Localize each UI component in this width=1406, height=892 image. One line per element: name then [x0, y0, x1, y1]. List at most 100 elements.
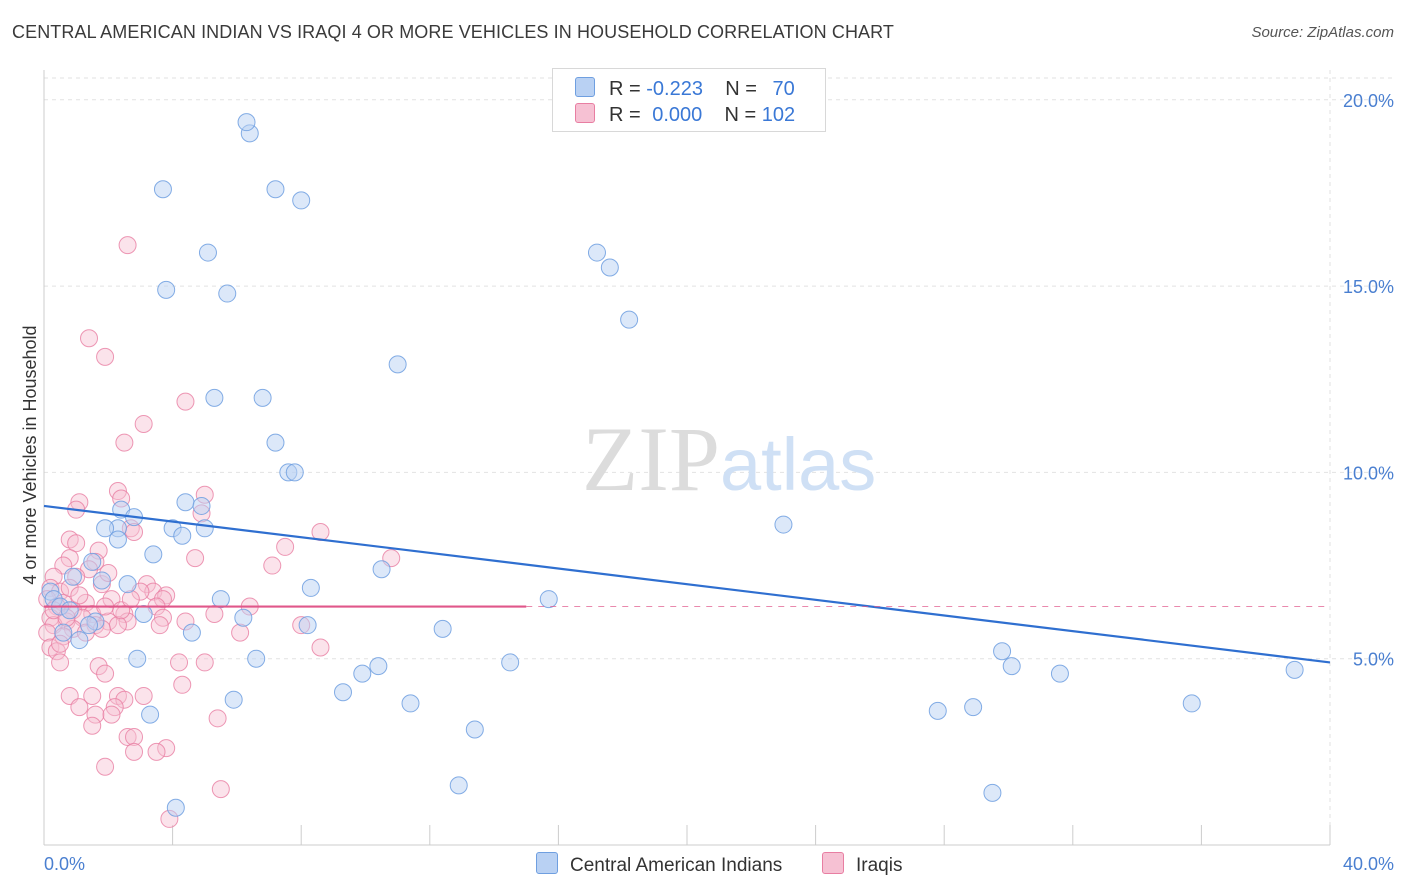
iraqis-point	[118, 236, 137, 255]
iraqis-points	[38, 236, 401, 828]
iraqis-point	[86, 705, 105, 724]
central-american-indians-point	[80, 616, 99, 635]
central-american-indians-point	[266, 180, 285, 199]
y-tick-label: 20.0%	[1343, 91, 1394, 111]
central-american-indians-point	[211, 590, 230, 609]
iraqis-point	[186, 549, 205, 568]
y-tick-label: 15.0%	[1343, 277, 1394, 297]
central-american-indians-point	[983, 783, 1002, 802]
central-american-indians-point	[539, 590, 558, 609]
iraqis-point	[157, 739, 176, 758]
central-american-indians-point	[964, 698, 983, 717]
central-american-indians-point	[333, 683, 352, 702]
iraqis-point	[51, 653, 70, 672]
legend-r-label: R =	[609, 104, 641, 126]
legend-n-label: N =	[725, 78, 757, 100]
central-american-indians-point	[1285, 660, 1304, 679]
iraqis-point	[170, 653, 189, 672]
central-american-indians-point	[301, 578, 320, 597]
iraqis-point	[263, 556, 282, 575]
legend-r-value: 0.000	[652, 104, 703, 126]
central-american-indians-point	[234, 608, 253, 627]
central-american-indians-point	[993, 642, 1012, 661]
bottom-legend-label: Iraqis	[856, 855, 903, 876]
grid-lines	[44, 70, 1392, 845]
bottom-legend-iraqis: Iraqis	[822, 852, 902, 877]
iraqis-point	[70, 698, 89, 717]
iraqis-point	[231, 623, 250, 642]
iraqis-point	[134, 686, 153, 705]
iraqis-point	[276, 537, 295, 556]
iraqis-point	[211, 780, 230, 799]
central-american-indians-point	[173, 526, 192, 545]
central-american-indians-point	[449, 776, 468, 795]
x-tick-label: 40.0%	[1343, 854, 1394, 874]
legend-n-value: 102	[761, 104, 796, 126]
legend-swatch-pink	[575, 103, 595, 123]
iraqis-point	[96, 347, 115, 366]
central-american-indians-point	[401, 694, 420, 713]
central-american-indians-point	[1002, 657, 1021, 676]
central-american-indians-point	[108, 530, 127, 549]
central-american-indians-point	[54, 623, 73, 642]
trend-lines	[43, 504, 1331, 664]
iraqis-point	[108, 616, 127, 635]
central-american-indians-point	[587, 243, 606, 262]
legend-r-value: -0.223	[646, 78, 703, 100]
y-axis-label: 4 or more Vehicles in Household	[20, 325, 40, 584]
iraqis-point	[147, 742, 166, 761]
central-american-indians-point	[465, 720, 484, 739]
central-american-indians-point	[928, 701, 947, 720]
iraqis-point	[208, 709, 227, 728]
watermark-atlas: atlas	[720, 423, 876, 506]
legend-swatch-blue	[575, 77, 595, 97]
bottom-legend-central-american-indians: Central American Indians	[536, 852, 782, 877]
central-american-indians-point	[388, 355, 407, 374]
central-american-indians-point	[501, 653, 520, 672]
iraqis-point	[118, 727, 137, 746]
bottom-legend-swatch-pink	[822, 852, 844, 874]
central-american-indians-point	[118, 575, 137, 594]
legend-r-label: R =	[609, 78, 641, 100]
central-american-indians-point	[266, 433, 285, 452]
legend-n-value: 70	[772, 78, 795, 100]
central-american-indians-point	[198, 243, 217, 262]
central-american-indians-point	[237, 113, 256, 132]
legend-row-iraqis: R = 0.000 N = 102	[575, 103, 795, 127]
central-american-indians-point	[166, 798, 185, 817]
tick-labels: 5.0% 10.0% 15.0% 20.0% 0.0% 40.0%	[44, 91, 1394, 874]
central-american-indians-trend-line	[43, 504, 1331, 664]
central-american-indians-points	[41, 113, 1304, 817]
central-american-indians-point	[60, 601, 79, 620]
central-american-indians-point	[157, 280, 176, 299]
central-american-indians-point	[128, 649, 147, 668]
central-american-indians-point	[192, 496, 211, 515]
bottom-legend-swatch-blue	[536, 852, 558, 874]
iraqis-point	[176, 392, 195, 411]
y-tick-label: 10.0%	[1343, 463, 1394, 483]
iraqis-point	[150, 616, 169, 635]
central-american-indians-point	[247, 649, 266, 668]
iraqis-point	[67, 534, 86, 553]
central-american-indians-point	[285, 463, 304, 482]
central-american-indians-point	[620, 310, 639, 329]
iraqis-point	[121, 590, 140, 609]
chart-title: CENTRAL AMERICAN INDIAN VS IRAQI 4 OR MO…	[12, 22, 895, 42]
central-american-indians-point	[96, 519, 115, 538]
iraqis-point	[80, 329, 99, 348]
central-american-indians-point	[153, 180, 172, 199]
central-american-indians-point	[195, 519, 214, 538]
iraqis-point	[70, 586, 89, 605]
central-american-indians-point	[144, 545, 163, 564]
central-american-indians-point	[83, 552, 102, 571]
central-american-indians-point	[298, 616, 317, 635]
iraqis-point	[89, 657, 108, 676]
central-american-indians-point	[182, 623, 201, 642]
axes	[43, 70, 1331, 846]
iraqis-point	[83, 716, 102, 735]
central-american-indians-point	[92, 571, 111, 590]
iraqis-point	[118, 612, 137, 631]
central-american-indians-point	[292, 191, 311, 210]
iraqis-point	[173, 675, 192, 694]
central-american-indians-point	[134, 604, 153, 623]
